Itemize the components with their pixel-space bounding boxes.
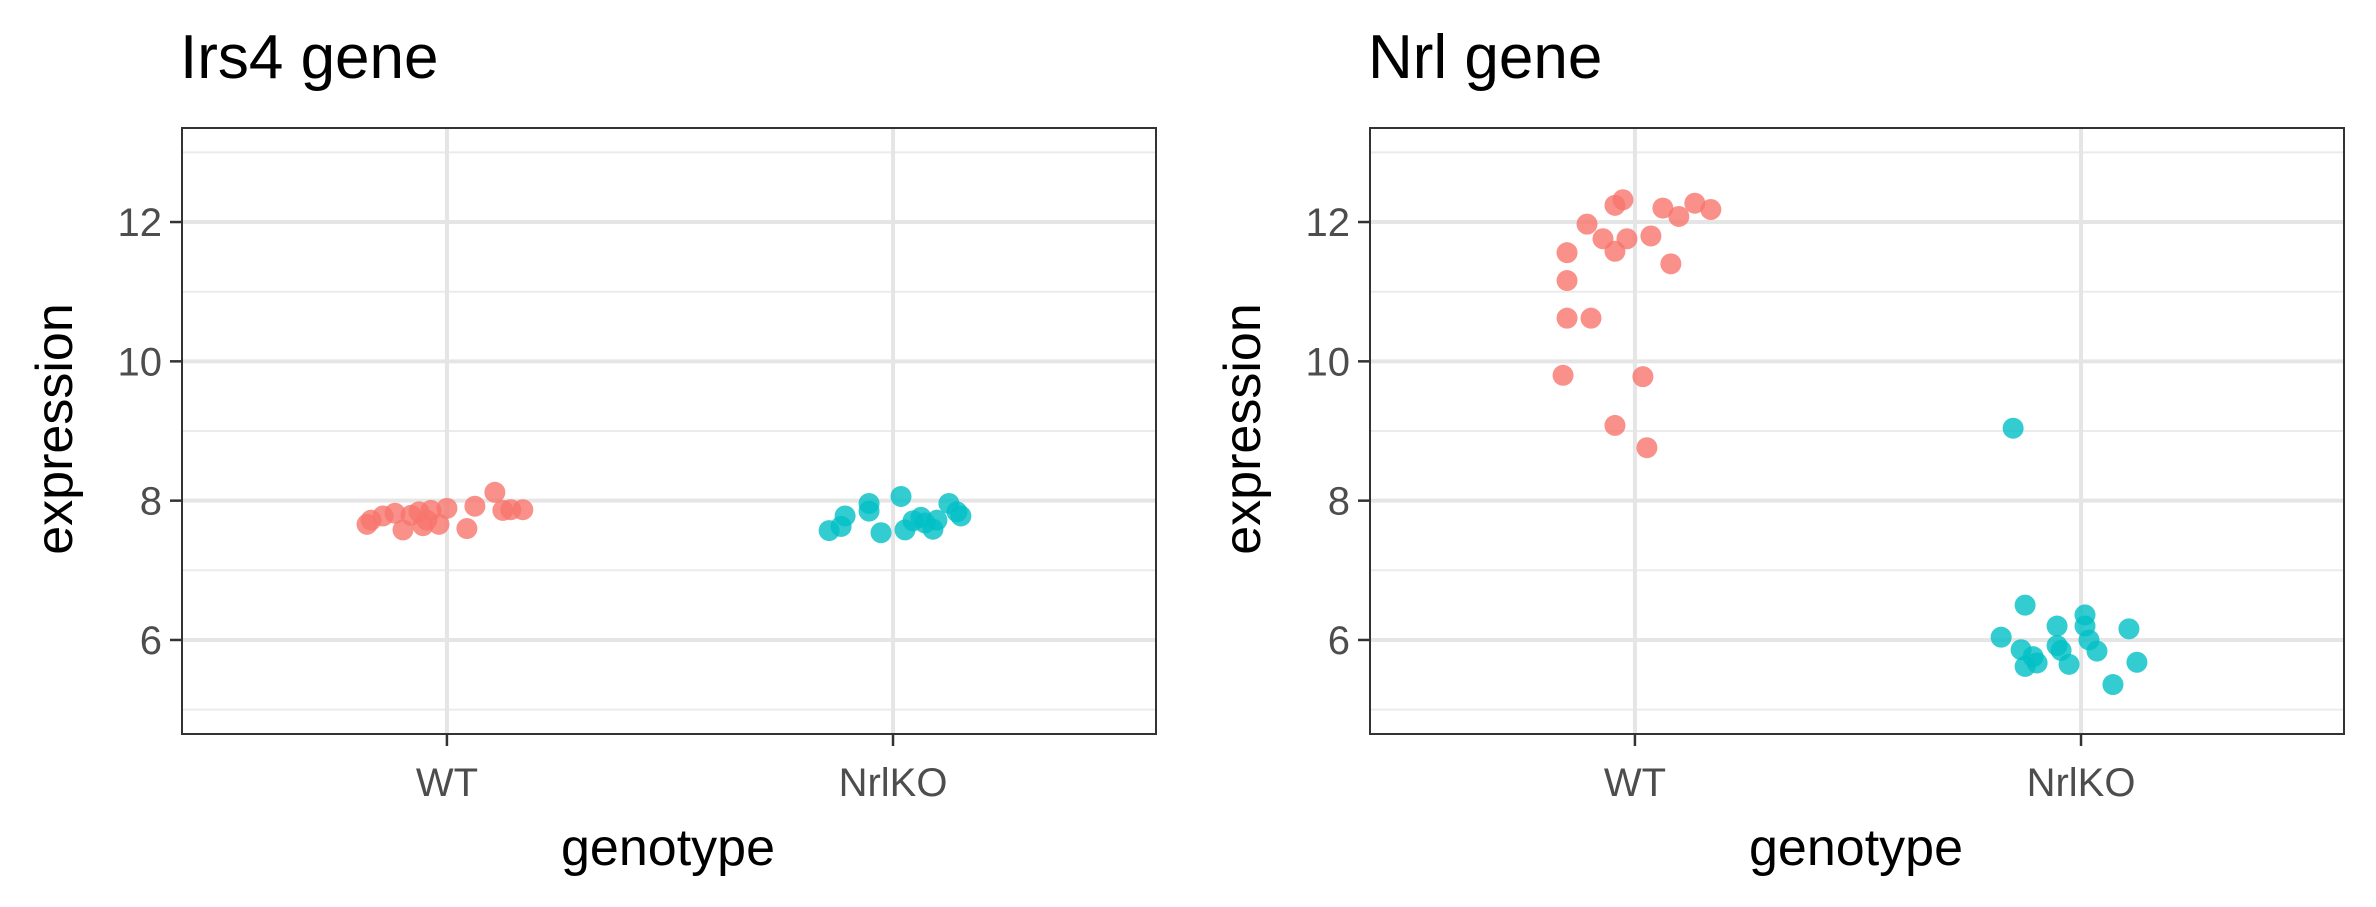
y-tick-label: 8 (140, 480, 162, 524)
data-point (512, 499, 533, 520)
chart-title: Nrl gene (1368, 23, 1602, 92)
y-tick-label: 10 (1306, 340, 1351, 384)
grid-lines (182, 128, 1156, 734)
data-point (2047, 616, 2068, 637)
axis-ticks (1358, 222, 2081, 746)
data-point (436, 498, 457, 519)
y-tick-label: 10 (118, 340, 163, 384)
y-tick-label: 12 (1306, 201, 1351, 245)
data-point (1612, 189, 1633, 210)
data-point (1616, 228, 1637, 249)
y-axis-title: expression (1214, 303, 1272, 554)
x-tick-label: NrlKO (2027, 761, 2136, 805)
data-point (464, 496, 485, 517)
y-tick-label: 6 (1328, 619, 1350, 663)
axis-ticks (170, 222, 893, 746)
data-point (2059, 654, 2080, 675)
nrl-panel: Nrl gene expression genotype 6 8 10 12 WT Nrl… (1214, 23, 2344, 877)
data-point (2102, 674, 2123, 695)
grid-lines (1370, 128, 2344, 734)
x-tick-label: WT (1604, 761, 1666, 805)
data-point (950, 505, 971, 526)
data-point (2027, 652, 2048, 673)
data-point (2126, 652, 2147, 673)
data-point (1640, 225, 1661, 246)
data-point (2118, 618, 2139, 639)
data-point (484, 482, 505, 503)
y-tick-label: 6 (140, 619, 162, 663)
data-point (2015, 595, 2036, 616)
data-point (1604, 415, 1625, 436)
data-point (456, 518, 477, 539)
data-point (835, 505, 856, 526)
x-axis-title: genotype (1749, 819, 1963, 877)
data-point (1557, 270, 1578, 291)
data-point (891, 486, 912, 507)
data-point (859, 493, 880, 514)
y-axis-title: expression (26, 303, 84, 554)
data-point (2003, 418, 2024, 439)
data-point (1581, 308, 1602, 329)
data-point (2086, 641, 2107, 662)
x-tick-label: WT (416, 761, 478, 805)
data-point (1660, 253, 1681, 274)
chart-title: Irs4 gene (180, 23, 439, 92)
data-points (1553, 189, 2148, 695)
x-tick-label: NrlKO (839, 761, 948, 805)
data-point (871, 522, 892, 543)
irs4-panel: Irs4 gene expression genotype 6 8 10 12 WT Nr… (26, 23, 1156, 877)
data-point (1700, 199, 1721, 220)
y-tick-label: 8 (1328, 480, 1350, 524)
data-point (1632, 366, 1653, 387)
data-point (1557, 308, 1578, 329)
data-point (1991, 627, 2012, 648)
x-axis-title: genotype (561, 819, 775, 877)
data-point (1557, 242, 1578, 263)
y-tick-label: 12 (118, 201, 163, 245)
data-point (1553, 365, 1574, 386)
data-point (1577, 214, 1598, 235)
data-point (1636, 437, 1657, 458)
